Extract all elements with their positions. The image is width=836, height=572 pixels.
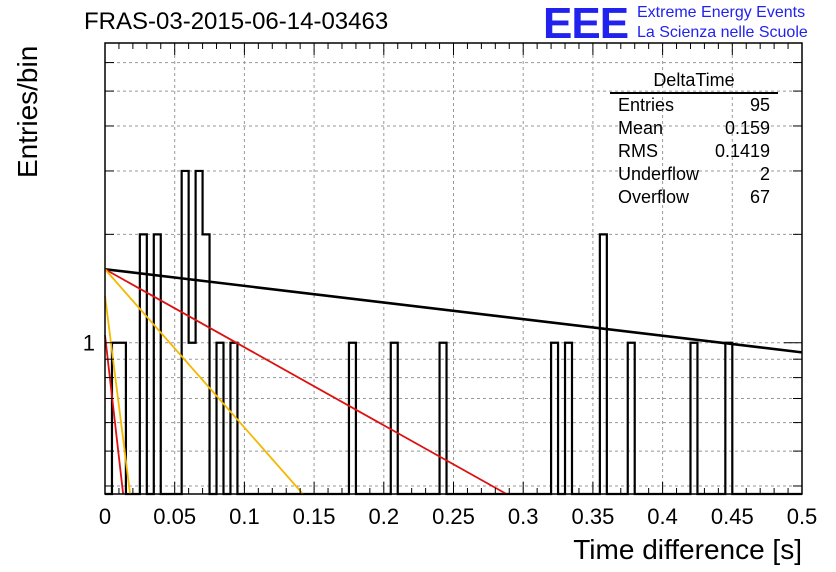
histogram-outline bbox=[105, 169, 802, 496]
x-tick-label: 0.1 bbox=[229, 504, 260, 529]
stats-box: DeltaTime Entries 95 Mean 0.159 RMS 0.1419 … bbox=[610, 70, 778, 209]
x-tick-label: 0.3 bbox=[508, 504, 539, 529]
fit-curve bbox=[104, 334, 125, 495]
stats-label: Entries bbox=[618, 95, 675, 115]
stats-row-rms: RMS 0.1419 bbox=[610, 140, 778, 163]
x-tick-label: 0.05 bbox=[153, 504, 196, 529]
stats-label: Underflow bbox=[618, 164, 700, 184]
stats-value: 0.159 bbox=[724, 118, 770, 138]
x-tick-label: 0.15 bbox=[293, 504, 336, 529]
fit-curve bbox=[104, 268, 304, 495]
fit-curve bbox=[104, 267, 803, 354]
y-tick-label: 1 bbox=[83, 331, 95, 356]
stats-label: Overflow bbox=[618, 187, 690, 207]
stats-row-underflow: Underflow 2 bbox=[610, 163, 778, 186]
x-tick-label: 0.4 bbox=[647, 504, 678, 529]
stats-row-mean: Mean 0.159 bbox=[610, 117, 778, 140]
stats-value: 95 bbox=[749, 95, 770, 115]
x-tick-label: 0.25 bbox=[432, 504, 475, 529]
eee-logo: EEE bbox=[543, 0, 629, 48]
logo-line-1: Extreme Energy Events bbox=[637, 4, 806, 21]
stats-label: Mean bbox=[618, 118, 664, 138]
stats-title: DeltaTime bbox=[610, 70, 778, 94]
x-tick-label: 0 bbox=[99, 504, 111, 529]
stats-value: 67 bbox=[749, 187, 770, 207]
fit-curve bbox=[104, 268, 507, 495]
stats-value: 2 bbox=[759, 164, 770, 184]
logo-line-2: La Scienza nelle Scuole bbox=[637, 24, 808, 41]
stats-row-overflow: Overflow 67 bbox=[610, 186, 778, 209]
x-tick-label: 0.35 bbox=[571, 504, 614, 529]
plot-area bbox=[105, 43, 802, 494]
x-tick-label: 0.5 bbox=[787, 504, 818, 529]
x-tick-label: 0.2 bbox=[369, 504, 400, 529]
x-axis-label: Time difference [s] bbox=[573, 534, 802, 565]
chart-title: FRAS-03-2015-06-14-03463 bbox=[84, 8, 389, 35]
stats-value: 0.1419 bbox=[714, 141, 770, 161]
fit-curve bbox=[104, 295, 131, 495]
x-tick-label: 0.45 bbox=[711, 504, 754, 529]
stats-row-entries: Entries 95 bbox=[610, 94, 778, 117]
stats-label: RMS bbox=[618, 141, 658, 161]
